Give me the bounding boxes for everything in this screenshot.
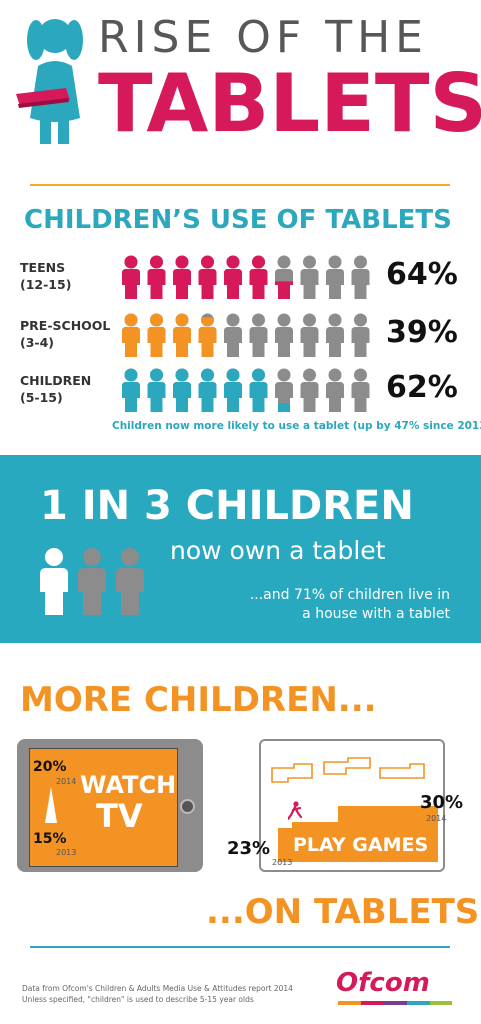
usage-row-label-line1: CHILDREN bbox=[20, 373, 92, 388]
person-icon bbox=[300, 368, 319, 412]
person-icon bbox=[173, 368, 191, 412]
person-icon bbox=[351, 368, 370, 412]
person-icon bbox=[275, 368, 293, 412]
person-icon bbox=[198, 368, 217, 412]
game-year-2013: 2013 bbox=[272, 858, 293, 867]
game-steps bbox=[278, 806, 438, 862]
game-stat-2013: 23% bbox=[227, 838, 271, 859]
ownership-extra-line1: ...and 71% of children live in bbox=[249, 587, 450, 603]
title-top: RISE OF THE bbox=[98, 12, 428, 63]
source-line2: Unless specified, "children" is used to … bbox=[22, 995, 254, 1004]
tv-year-2014: 2014 bbox=[56, 777, 77, 786]
person-icon bbox=[122, 255, 140, 299]
person-icon bbox=[275, 313, 293, 357]
ownership-extra-line2: a house with a tablet bbox=[302, 606, 450, 622]
person-icon bbox=[122, 368, 140, 412]
person-icon bbox=[275, 255, 293, 299]
on-tablets-heading: ...ON TABLETS bbox=[206, 892, 480, 932]
usage-row-percent: 62% bbox=[386, 370, 458, 405]
usage-row-figures bbox=[120, 368, 375, 412]
title-main: TABLETS bbox=[98, 57, 481, 150]
play-games-label: PLAY GAMES bbox=[293, 834, 429, 856]
person-icon bbox=[40, 548, 68, 615]
usage-row-label-line2: (3-4) bbox=[20, 335, 55, 350]
divider-top bbox=[30, 184, 450, 186]
ownership-subline: now own a tablet bbox=[170, 536, 386, 565]
divider-bottom bbox=[30, 946, 450, 948]
person-icon bbox=[224, 313, 242, 357]
ownership-extra: ...and 71% of children live in a house w… bbox=[250, 586, 450, 624]
person-icon bbox=[147, 313, 166, 357]
person-icon bbox=[198, 255, 217, 299]
person-icon bbox=[351, 313, 370, 357]
tv-label: TV bbox=[96, 797, 143, 835]
source-line1: Data from Ofcom's Children & Adults Medi… bbox=[22, 984, 293, 993]
usage-heading: CHILDREN’S USE OF TABLETS bbox=[24, 205, 452, 235]
person-icon bbox=[147, 368, 166, 412]
usage-row-label-line2: (5-15) bbox=[20, 390, 63, 405]
person-icon bbox=[300, 255, 319, 299]
source-note: Data from Ofcom's Children & Adults Medi… bbox=[22, 983, 293, 1005]
tv-stat-2014: 20% bbox=[33, 759, 67, 775]
usage-row-label: PRE-SCHOOL (3-4) bbox=[20, 317, 110, 351]
person-icon bbox=[78, 548, 106, 615]
person-icon bbox=[249, 313, 268, 357]
person-icon bbox=[249, 255, 268, 299]
usage-row-figures bbox=[120, 313, 375, 357]
person-icon bbox=[224, 368, 242, 412]
person-icon bbox=[326, 255, 344, 299]
up-arrow-icon bbox=[43, 787, 59, 823]
watch-label: WATCH bbox=[80, 771, 177, 799]
person-icon bbox=[173, 313, 191, 357]
person-icon bbox=[249, 368, 268, 412]
person-icon bbox=[224, 255, 242, 299]
ofcom-logo: Ofcom bbox=[336, 968, 430, 998]
tv-year-2013: 2013 bbox=[56, 848, 77, 857]
person-icon bbox=[351, 255, 370, 299]
game-year-2014: 2014 bbox=[426, 814, 447, 823]
more-heading: MORE CHILDREN... bbox=[20, 680, 377, 720]
ofcom-logo-bar bbox=[338, 1001, 452, 1005]
ownership-banner bbox=[0, 455, 481, 643]
usage-row-label: CHILDREN (5-15) bbox=[20, 372, 91, 406]
ownership-figures bbox=[38, 547, 153, 617]
usage-row-figures bbox=[120, 255, 375, 299]
usage-row-label-line1: TEENS bbox=[20, 260, 66, 275]
girl-illustration-icon bbox=[14, 8, 94, 148]
person-icon bbox=[122, 313, 140, 357]
game-stat-2014: 30% bbox=[420, 792, 464, 813]
usage-note: Children now more likely to use a tablet… bbox=[112, 420, 481, 432]
usage-row-percent: 64% bbox=[386, 257, 458, 292]
person-icon bbox=[326, 313, 344, 357]
tv-stat-2013: 15% bbox=[33, 831, 67, 847]
person-icon bbox=[116, 548, 144, 615]
usage-row-label: TEENS (12-15) bbox=[20, 259, 71, 293]
running-player-icon bbox=[288, 801, 302, 821]
game-platforms-icon bbox=[268, 752, 428, 792]
usage-row-label-line1: PRE-SCHOOL bbox=[20, 318, 111, 333]
person-icon bbox=[326, 368, 344, 412]
home-button-icon bbox=[180, 799, 195, 814]
usage-row-percent: 39% bbox=[386, 315, 458, 350]
person-icon bbox=[198, 313, 217, 357]
person-icon bbox=[300, 313, 319, 357]
ownership-headline: 1 IN 3 CHILDREN bbox=[40, 483, 414, 529]
person-icon bbox=[147, 255, 166, 299]
usage-row-label-line2: (12-15) bbox=[20, 277, 72, 292]
person-icon bbox=[173, 255, 191, 299]
